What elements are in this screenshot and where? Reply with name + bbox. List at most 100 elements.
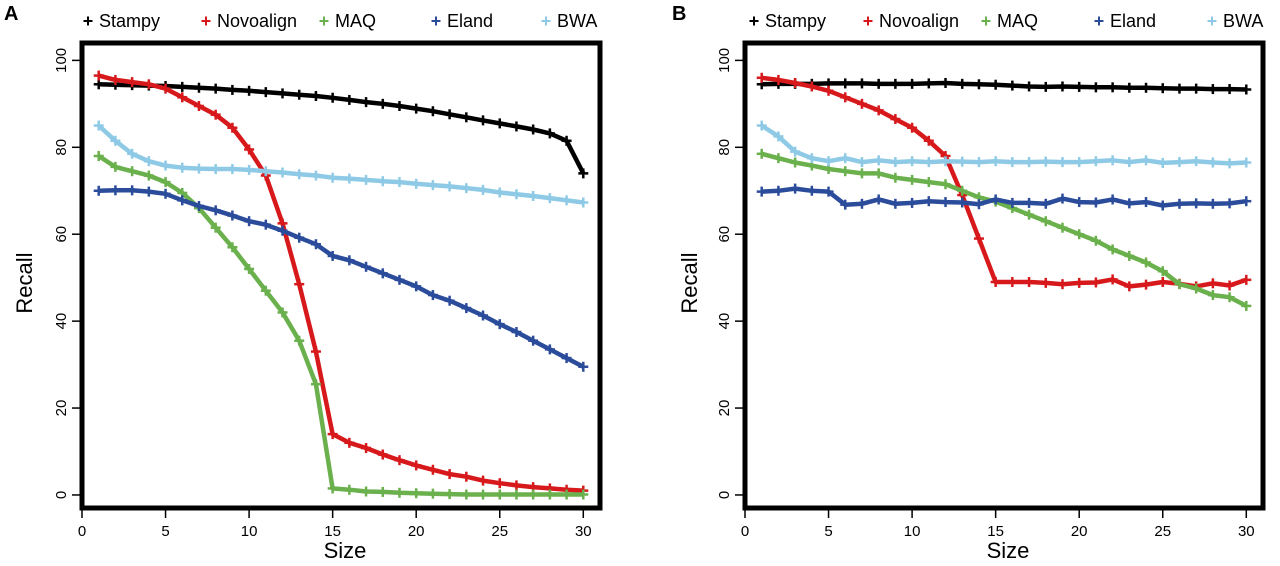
data-point	[1057, 157, 1068, 168]
x-tick-label: 20	[1071, 523, 1088, 540]
data-point	[1124, 157, 1135, 168]
x-tick-label: 10	[241, 523, 258, 540]
legend-label: MAQ	[997, 11, 1038, 31]
x-tick: 10	[904, 510, 920, 540]
x-tick-label: 5	[161, 523, 169, 540]
data-point	[160, 188, 171, 199]
series-line	[98, 82, 586, 175]
data-point	[756, 120, 767, 131]
data-point	[461, 471, 472, 482]
data-point	[1174, 83, 1185, 94]
data-point	[1057, 279, 1068, 290]
data-point	[1141, 279, 1152, 290]
x-tick-label: 0	[741, 523, 749, 540]
data-point	[160, 160, 171, 171]
data-point	[1157, 277, 1168, 288]
data-point	[1241, 84, 1252, 95]
data-point	[361, 486, 372, 497]
data-point	[773, 131, 784, 142]
data-point	[461, 489, 472, 500]
data-point	[873, 168, 884, 179]
data-point	[427, 180, 438, 191]
data-point	[260, 219, 271, 230]
data-point	[377, 98, 388, 109]
chart-panel-a: A Stampy Novoalign MAQ Eland BWA 0 5 10 15 20 25 30 0…	[4, 3, 603, 563]
data-point	[277, 167, 288, 178]
data-point	[327, 172, 338, 183]
data-point	[494, 118, 505, 129]
data-point	[227, 164, 238, 175]
data-point	[444, 489, 455, 500]
data-point	[1007, 277, 1018, 288]
data-point	[411, 103, 422, 114]
data-point	[93, 120, 104, 131]
series-line	[761, 80, 1247, 92]
data-point	[511, 326, 522, 337]
legend-marker	[83, 16, 93, 26]
data-point	[1107, 274, 1118, 285]
legend-entry-stampy: Stampy	[749, 11, 826, 31]
data-point	[578, 489, 589, 500]
data-point	[143, 186, 154, 197]
data-point	[907, 78, 918, 89]
data-point	[1074, 197, 1085, 208]
data-point	[294, 279, 305, 290]
data-point	[806, 81, 817, 92]
data-point	[840, 153, 851, 164]
data-point	[444, 109, 455, 120]
data-point	[227, 84, 238, 95]
data-point	[110, 74, 121, 85]
data-point	[1024, 209, 1035, 220]
y-tick: 0	[716, 491, 743, 499]
x-tick-label: 15	[987, 523, 1004, 540]
y-tick-label: 100	[716, 48, 733, 73]
data-point	[494, 319, 505, 330]
series-novoalign	[756, 72, 1252, 292]
data-point	[294, 335, 305, 346]
data-point	[790, 157, 801, 168]
data-point	[394, 274, 405, 285]
data-point	[873, 78, 884, 89]
y-tick-label: 80	[716, 139, 733, 156]
data-point	[461, 303, 472, 314]
data-point	[1224, 280, 1235, 291]
data-point	[478, 475, 489, 486]
x-axis-title: Size	[324, 538, 367, 563]
legend-marker	[541, 16, 551, 26]
data-point	[756, 186, 767, 197]
data-point	[823, 186, 834, 197]
data-point	[143, 170, 154, 181]
series-bwa	[756, 120, 1252, 169]
data-point	[377, 486, 388, 497]
series-maq	[93, 150, 589, 500]
y-tick: 40	[53, 313, 80, 329]
y-tick: 100	[53, 48, 80, 73]
legend-marker	[319, 16, 329, 26]
y-tick-label: 60	[53, 226, 70, 243]
data-point	[1090, 277, 1101, 288]
data-point	[277, 225, 288, 236]
panel-label: A	[4, 3, 18, 25]
data-point	[1224, 292, 1235, 303]
data-point	[177, 92, 188, 103]
data-point	[790, 146, 801, 157]
data-point	[1191, 283, 1202, 294]
data-point	[1074, 277, 1085, 288]
data-point	[561, 489, 572, 500]
data-point	[907, 197, 918, 208]
data-point	[160, 177, 171, 188]
data-point	[244, 144, 255, 155]
legend-entry-eland: Eland	[1094, 11, 1156, 31]
data-point	[494, 478, 505, 489]
data-point	[907, 122, 918, 133]
data-point	[1191, 83, 1202, 94]
data-point	[344, 437, 355, 448]
data-point	[1207, 290, 1218, 301]
data-point	[544, 193, 555, 204]
legend-entry-bwa: BWA	[541, 11, 597, 31]
data-point	[344, 484, 355, 495]
data-point	[344, 255, 355, 266]
data-point	[260, 87, 271, 98]
data-point	[427, 106, 438, 117]
